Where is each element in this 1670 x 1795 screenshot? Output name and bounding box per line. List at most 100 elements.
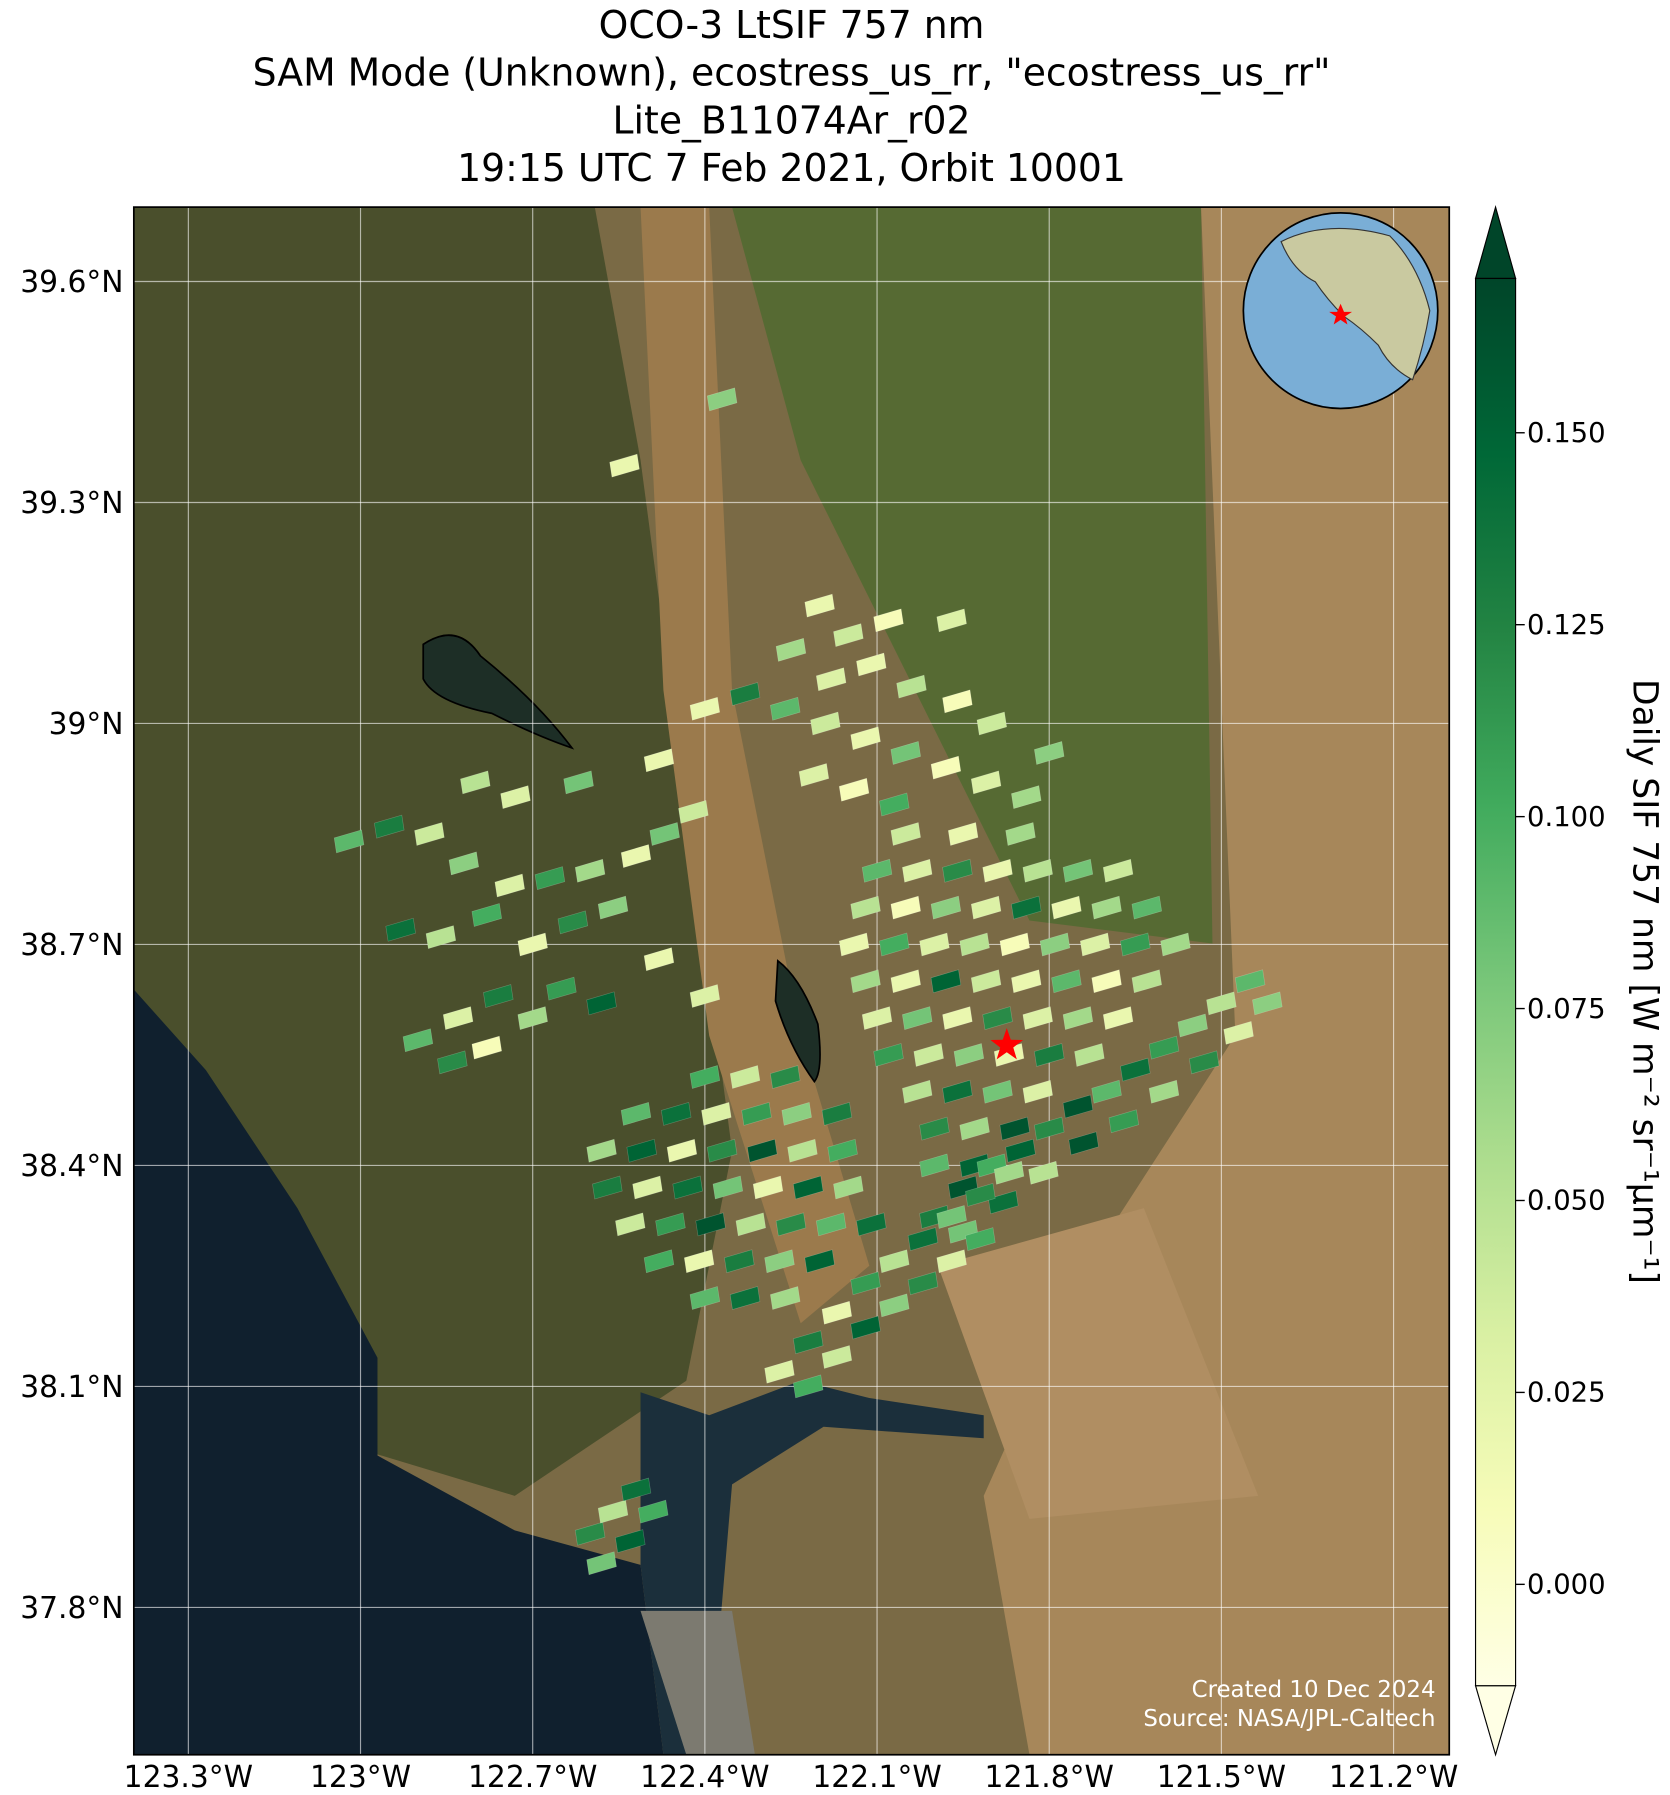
soundings: [333, 387, 1283, 1576]
colorbar-tick-label: 0.125: [1527, 609, 1606, 641]
colorbar: 0.000 0.025 0.050 0.075 0.100 0.125 0.150 Daily…: [1474, 204, 1664, 1757]
title-line: Lite_B11074Ar_r02: [613, 98, 971, 142]
sounding: [1120, 932, 1151, 957]
globe-star: [1329, 303, 1353, 325]
sounding: [586, 1138, 617, 1163]
sounding: [1160, 932, 1191, 957]
sounding: [689, 696, 721, 721]
credit: Created 10 Dec 2024: [1192, 1677, 1436, 1703]
sounding: [615, 1529, 646, 1553]
colorbar-tick-label: 0.025: [1527, 1377, 1606, 1409]
sounding: [1148, 1035, 1180, 1060]
sounding: [729, 682, 761, 706]
sounding: [1062, 1094, 1094, 1119]
sounding: [861, 858, 893, 883]
sounding: [706, 1138, 738, 1163]
sounding: [1108, 1109, 1140, 1134]
sounding: [1005, 822, 1036, 846]
sounding: [890, 741, 921, 765]
sounding: [1051, 895, 1082, 920]
sounding: [856, 1212, 887, 1237]
sounding: [815, 1212, 847, 1237]
sounding: [1062, 858, 1094, 883]
sounding: [557, 910, 589, 935]
grid: [133, 207, 1450, 1755]
colorbar-body: [1474, 277, 1517, 1687]
sounding: [936, 608, 967, 633]
sounding: [1011, 785, 1042, 810]
sounding: [632, 1175, 663, 1200]
sounding: [792, 1374, 824, 1399]
sounding: [471, 1035, 502, 1060]
sounding: [850, 726, 881, 751]
sounding: [1102, 858, 1134, 883]
sounding: [620, 1477, 652, 1502]
sounding: [970, 895, 1002, 920]
sounding: [1131, 895, 1162, 920]
y-tick-label: 39°N: [49, 707, 124, 742]
sounding: [890, 895, 921, 920]
sounding: [850, 1271, 881, 1296]
sounding: [735, 1212, 766, 1237]
sounding: [792, 1175, 824, 1200]
sounding: [689, 1286, 721, 1310]
sounding: [1252, 991, 1283, 1016]
ridge: [640, 207, 870, 1324]
sounding: [649, 822, 680, 846]
y-tick-label: 38.1°N: [20, 1370, 123, 1405]
sounding: [999, 932, 1030, 957]
sounding: [856, 652, 887, 677]
sounding: [982, 858, 1013, 883]
y-tick-label: 39.6°N: [20, 265, 123, 300]
sounding: [1062, 1006, 1094, 1030]
sounding: [936, 1249, 967, 1274]
sounding: [770, 696, 801, 721]
y-tick-label: 38.4°N: [20, 1149, 123, 1184]
sounding: [815, 667, 847, 692]
title-line: OCO-3 LtSIF 757 nm: [599, 3, 985, 47]
title-line: 19:15 UTC 7 Feb 2021, Orbit 10001: [457, 146, 1126, 190]
ocean: [133, 989, 664, 1755]
sounding: [563, 770, 594, 795]
sounding: [919, 1153, 950, 1178]
y-tick-label: 38.7°N: [20, 928, 123, 963]
sounding: [890, 822, 921, 846]
basemap: [133, 207, 1450, 1755]
sounding: [982, 1079, 1013, 1104]
sounding: [827, 1138, 858, 1163]
sounding: [1051, 969, 1082, 994]
sounding: [1074, 1043, 1105, 1067]
sounding: [574, 1521, 606, 1546]
sounding: [879, 792, 910, 817]
sounding: [706, 387, 738, 412]
sounding: [678, 799, 709, 824]
target-star: [990, 1028, 1024, 1060]
sounding: [1022, 858, 1053, 883]
sounding: [1188, 1050, 1220, 1075]
sounding: [597, 1499, 629, 1524]
colorbar-tick-label: 0.050: [1527, 1185, 1606, 1217]
sounding: [838, 932, 870, 957]
colorbar-label: Daily SIF 757 nm [W m⁻² sr⁻¹μm⁻¹]: [1624, 679, 1664, 1284]
sounding: [752, 1175, 784, 1200]
sounding: [494, 873, 525, 898]
sounding: [1034, 1043, 1065, 1067]
sounding: [666, 1138, 698, 1163]
sounding: [597, 895, 629, 920]
sounding: [689, 1065, 721, 1089]
lake-berryessa: [774, 959, 821, 1084]
bay: [640, 1380, 984, 1755]
sounding: [655, 1212, 686, 1237]
sounding: [821, 1345, 853, 1369]
sounding: [896, 674, 927, 699]
sounding: [747, 1138, 778, 1163]
sounding: [701, 1102, 732, 1126]
sounding: [574, 858, 606, 883]
credit: Source: NASA/JPL-Caltech: [1143, 1706, 1435, 1732]
sounding: [683, 1249, 715, 1274]
sounding: [775, 637, 807, 662]
sounding: [592, 1175, 623, 1200]
x-tick-label: 123.3°W: [124, 1760, 253, 1795]
